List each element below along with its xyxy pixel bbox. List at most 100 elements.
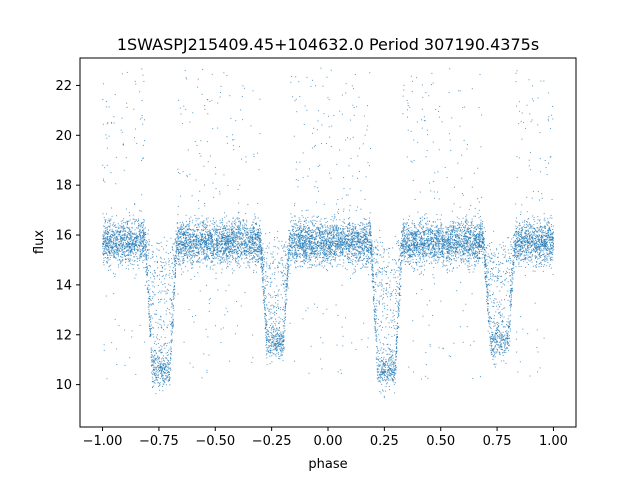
data-point <box>380 254 382 256</box>
data-point <box>302 240 304 242</box>
data-point <box>160 326 162 328</box>
data-point <box>290 244 292 246</box>
data-point <box>355 232 357 234</box>
data-point <box>450 247 452 249</box>
data-point <box>525 266 527 268</box>
data-point <box>431 238 433 240</box>
data-point <box>304 225 306 227</box>
data-point <box>550 231 552 233</box>
data-point <box>445 257 447 259</box>
data-point <box>144 254 146 256</box>
data-point <box>157 381 159 383</box>
data-point <box>371 244 373 246</box>
data-point <box>496 324 498 326</box>
data-point <box>153 276 155 278</box>
data-point <box>146 287 148 289</box>
data-point <box>172 323 174 325</box>
data-point <box>551 245 553 247</box>
data-point <box>393 259 395 261</box>
data-point <box>273 237 275 238</box>
data-point <box>548 248 550 250</box>
data-point <box>460 238 462 240</box>
data-point <box>388 389 390 391</box>
data-point <box>391 380 393 382</box>
data-point <box>251 252 253 254</box>
data-point <box>259 246 261 248</box>
data-point <box>440 227 442 229</box>
data-point <box>463 234 465 236</box>
data-point <box>323 253 325 255</box>
data-point <box>163 298 165 300</box>
data-point <box>164 378 166 380</box>
data-point <box>204 257 206 259</box>
data-point <box>534 246 536 248</box>
data-point <box>400 295 402 296</box>
data-point <box>102 235 104 237</box>
data-point <box>459 227 461 229</box>
data-point <box>475 264 477 266</box>
data-point <box>516 250 518 252</box>
data-point <box>188 250 190 252</box>
data-point <box>141 68 143 70</box>
data-point <box>345 235 347 237</box>
data-point <box>302 216 304 218</box>
data-point <box>149 334 151 336</box>
data-point <box>499 316 501 318</box>
data-point <box>253 243 255 245</box>
data-point <box>142 74 144 76</box>
data-point <box>324 240 326 242</box>
data-point <box>526 226 528 228</box>
data-point <box>354 246 356 248</box>
data-point <box>142 232 144 234</box>
data-point <box>263 304 265 306</box>
data-point <box>414 246 416 248</box>
data-point <box>432 230 434 232</box>
data-point <box>518 256 520 258</box>
data-point <box>201 251 203 253</box>
data-point <box>483 241 485 243</box>
data-point <box>334 242 336 244</box>
data-point <box>449 139 451 141</box>
data-point <box>479 225 481 227</box>
data-point <box>532 227 534 229</box>
data-point <box>150 315 152 317</box>
data-point <box>134 137 135 139</box>
data-point <box>432 230 434 232</box>
data-point <box>370 226 372 228</box>
data-point <box>338 244 340 246</box>
data-point <box>120 251 122 253</box>
data-point <box>249 238 251 240</box>
data-point <box>379 374 381 376</box>
data-point <box>288 235 290 237</box>
data-point <box>437 235 439 237</box>
data-point <box>262 279 264 281</box>
data-point <box>490 316 492 318</box>
data-point <box>277 346 279 348</box>
data-point <box>121 223 123 225</box>
data-point <box>547 118 549 120</box>
data-point <box>110 240 112 242</box>
data-point <box>390 363 392 365</box>
data-point <box>480 376 482 378</box>
data-point <box>352 258 354 260</box>
data-point <box>493 302 495 304</box>
data-point <box>393 289 395 291</box>
data-point <box>310 247 312 249</box>
data-point <box>204 255 206 257</box>
data-point <box>335 248 337 250</box>
data-point <box>287 257 289 259</box>
data-point <box>205 243 207 245</box>
data-point <box>312 248 314 250</box>
data-point <box>488 314 490 316</box>
data-point <box>227 261 229 263</box>
data-point <box>424 255 426 257</box>
data-point <box>386 373 388 375</box>
data-point <box>370 250 372 252</box>
data-point <box>352 104 354 106</box>
data-point <box>330 243 332 244</box>
data-point <box>471 247 473 249</box>
data-point <box>547 238 549 240</box>
data-point <box>220 240 222 242</box>
data-point <box>418 246 420 248</box>
data-point <box>202 221 203 223</box>
